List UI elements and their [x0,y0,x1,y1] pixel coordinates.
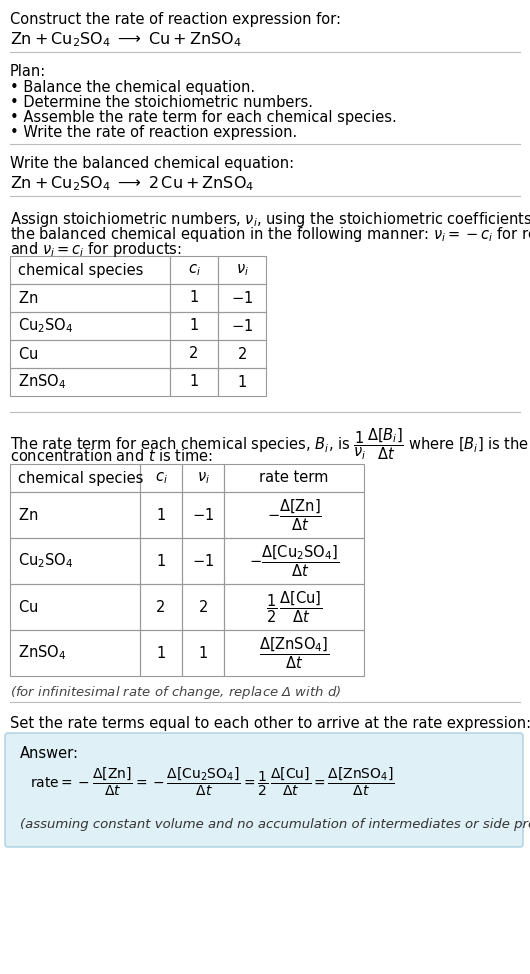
Text: (for infinitesimal rate of change, replace Δ with $d$): (for infinitesimal rate of change, repla… [10,684,341,701]
Text: (assuming constant volume and no accumulation of intermediates or side products): (assuming constant volume and no accumul… [20,818,530,831]
Bar [140,538,182,584]
Text: $-\dfrac{\Delta[\mathrm{Cu_2SO_4}]}{\Delta t}$: $-\dfrac{\Delta[\mathrm{Cu_2SO_4}]}{\Del… [249,543,339,579]
Text: 2: 2 [189,347,199,361]
Text: 2: 2 [156,600,166,615]
Text: 1: 1 [189,374,199,390]
Bar [224,584,364,630]
Bar [10,284,170,312]
Text: 1: 1 [156,646,165,660]
Text: $\mathrm{Zn + Cu_2SO_4 \;\longrightarrow\; 2\,Cu + ZnSO_4}$: $\mathrm{Zn + Cu_2SO_4 \;\longrightarrow… [10,174,254,193]
Text: $c_i$: $c_i$ [188,262,200,278]
Text: Construct the rate of reaction expression for:: Construct the rate of reaction expressio… [10,12,341,27]
Bar [218,256,266,284]
Text: • Determine the stoichiometric numbers.: • Determine the stoichiometric numbers. [10,95,313,110]
Text: The rate term for each chemical species, $B_i$, is $\dfrac{1}{\nu_i}\dfrac{\Delt: The rate term for each chemical species,… [10,426,530,462]
Text: $-1$: $-1$ [192,553,214,569]
Text: $-\dfrac{\Delta[\mathrm{Zn}]}{\Delta t}$: $-\dfrac{\Delta[\mathrm{Zn}]}{\Delta t}$ [267,497,322,533]
Bar [10,584,140,630]
Text: $\mathrm{Zn}$: $\mathrm{Zn}$ [18,507,38,523]
Text: $\dfrac{\Delta[\mathrm{ZnSO_4}]}{\Delta t}$: $\dfrac{\Delta[\mathrm{ZnSO_4}]}{\Delta … [259,635,329,671]
Bar [140,630,182,676]
Text: • Write the rate of reaction expression.: • Write the rate of reaction expression. [10,125,297,140]
Text: $\dfrac{1}{2}\,\dfrac{\Delta[\mathrm{Cu}]}{\Delta t}$: $\dfrac{1}{2}\,\dfrac{\Delta[\mathrm{Cu}… [266,589,322,624]
Bar [10,312,170,340]
Bar [182,538,224,584]
Text: $\mathrm{Cu}$: $\mathrm{Cu}$ [18,599,38,615]
Text: • Balance the chemical equation.: • Balance the chemical equation. [10,80,255,95]
Text: $c_i$: $c_i$ [155,470,167,486]
Bar [10,464,140,492]
Bar [218,284,266,312]
Bar [140,492,182,538]
Text: chemical species: chemical species [18,470,144,485]
Bar [170,312,218,340]
Bar [170,340,218,368]
Bar [224,538,364,584]
Bar [170,284,218,312]
Bar [10,368,170,396]
Text: 1: 1 [189,318,199,333]
Bar [170,256,218,284]
Bar [140,584,182,630]
Text: $\mathrm{Zn}$: $\mathrm{Zn}$ [18,290,38,306]
Text: $\mathrm{ZnSO_4}$: $\mathrm{ZnSO_4}$ [18,373,66,392]
Bar [170,368,218,396]
Text: $-1$: $-1$ [231,290,253,306]
Text: $\mathrm{ZnSO_4}$: $\mathrm{ZnSO_4}$ [18,644,66,662]
Text: $\nu_i$: $\nu_i$ [197,470,209,486]
Bar [218,312,266,340]
Text: concentration and $t$ is time:: concentration and $t$ is time: [10,448,213,464]
Text: $1$: $1$ [237,374,247,390]
Text: $-1$: $-1$ [192,507,214,523]
Text: Plan:: Plan: [10,64,46,79]
Text: $\mathrm{Cu}$: $\mathrm{Cu}$ [18,346,38,362]
Bar [218,368,266,396]
Bar [224,464,364,492]
Bar [182,492,224,538]
Bar [10,538,140,584]
Bar [10,630,140,676]
Text: $\mathrm{Cu_2SO_4}$: $\mathrm{Cu_2SO_4}$ [18,551,74,571]
Text: Set the rate terms equal to each other to arrive at the rate expression:: Set the rate terms equal to each other t… [10,716,530,731]
Text: the balanced chemical equation in the following manner: $\nu_i = -c_i$ for react: the balanced chemical equation in the fo… [10,225,530,244]
Text: $1$: $1$ [198,645,208,661]
Text: chemical species: chemical species [18,263,144,278]
Text: 1: 1 [156,553,165,569]
Text: $-1$: $-1$ [231,318,253,334]
Text: • Assemble the rate term for each chemical species.: • Assemble the rate term for each chemic… [10,110,397,125]
Text: $\mathrm{rate} = -\dfrac{\Delta[\mathrm{Zn}]}{\Delta t} = -\dfrac{\Delta[\mathrm: $\mathrm{rate} = -\dfrac{\Delta[\mathrm{… [30,766,395,799]
Text: $\mathrm{Cu_2SO_4}$: $\mathrm{Cu_2SO_4}$ [18,317,74,335]
Text: 1: 1 [189,290,199,306]
Text: Write the balanced chemical equation:: Write the balanced chemical equation: [10,156,294,171]
FancyBboxPatch shape [5,733,523,847]
Text: $\nu_i$: $\nu_i$ [235,262,249,278]
Bar [140,464,182,492]
Text: rate term: rate term [259,470,329,485]
Bar [182,630,224,676]
Bar [218,340,266,368]
Text: $\mathrm{Zn + Cu_2SO_4 \;\longrightarrow\; Cu + ZnSO_4}$: $\mathrm{Zn + Cu_2SO_4 \;\longrightarrow… [10,30,242,49]
Bar [182,464,224,492]
Text: and $\nu_i = c_i$ for products:: and $\nu_i = c_i$ for products: [10,240,182,259]
Bar [10,492,140,538]
Bar [10,340,170,368]
Bar [224,630,364,676]
Text: $2$: $2$ [198,599,208,615]
Bar [10,256,170,284]
Text: Assign stoichiometric numbers, $\nu_i$, using the stoichiometric coefficients, $: Assign stoichiometric numbers, $\nu_i$, … [10,210,530,229]
Text: $2$: $2$ [237,346,247,362]
Text: 1: 1 [156,507,165,522]
Bar [182,584,224,630]
Text: Answer:: Answer: [20,746,79,761]
Bar [224,492,364,538]
